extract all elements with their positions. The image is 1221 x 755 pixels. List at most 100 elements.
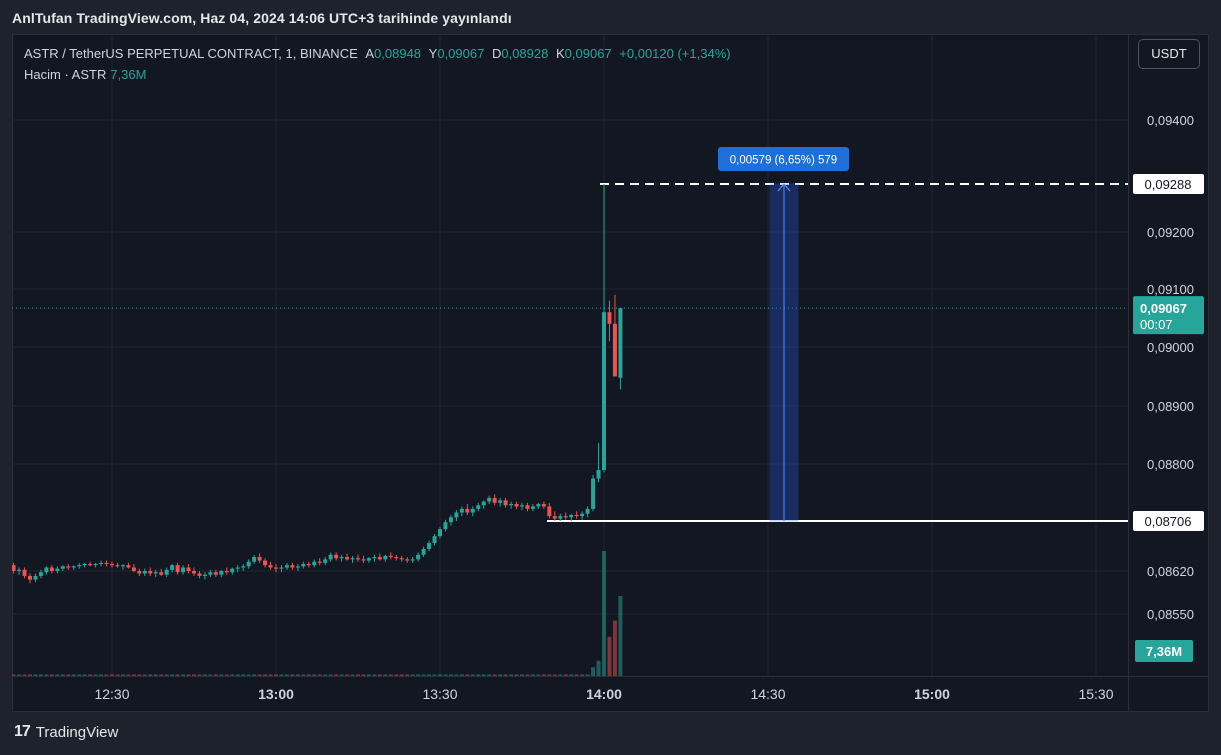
volume-bar xyxy=(377,674,382,676)
volume-bar xyxy=(301,674,306,676)
volume-bar xyxy=(306,674,311,676)
volume-bar xyxy=(334,674,339,676)
volume-bar xyxy=(268,674,273,676)
volume-bar xyxy=(421,674,426,676)
chart-frame[interactable] xyxy=(12,34,1209,712)
candle-body xyxy=(525,505,530,509)
volume-bar xyxy=(77,674,82,676)
volume-bar xyxy=(197,674,202,676)
candle-body xyxy=(509,504,514,506)
volume-bar xyxy=(126,674,131,676)
price-axis[interactable]: 0,09400 0,09288 0,09200 0,09100 0,09000 0,089… xyxy=(1133,113,1204,662)
candle-body xyxy=(197,573,202,576)
price-tick-label: 0,09400 xyxy=(1147,113,1194,128)
volume-bar xyxy=(33,674,38,676)
volume-bar xyxy=(153,674,158,676)
candle-body xyxy=(421,548,426,555)
volume-bar xyxy=(580,674,585,676)
candle-body xyxy=(585,508,590,514)
volume-bar xyxy=(366,674,371,676)
volume-bar xyxy=(612,620,617,676)
candle-body xyxy=(580,513,585,517)
candle-body xyxy=(33,575,38,580)
volume-bar xyxy=(574,674,579,676)
volume-bar xyxy=(137,674,142,676)
candle-body xyxy=(66,566,71,568)
volume-bar xyxy=(356,674,360,676)
candle-body xyxy=(186,567,191,571)
volume-bar xyxy=(312,674,317,676)
volume-bar xyxy=(443,674,448,676)
time-tick-label: 15:00 xyxy=(914,686,950,702)
candle-body xyxy=(361,559,366,561)
candle-body xyxy=(459,508,464,513)
volume-bar xyxy=(49,674,54,676)
candle-body xyxy=(60,566,65,569)
candle-body xyxy=(596,470,601,479)
candle-body xyxy=(159,572,164,575)
candle-body xyxy=(394,557,399,559)
candle-body xyxy=(377,557,382,560)
volume-bar xyxy=(213,674,218,676)
time-tick-label: 13:00 xyxy=(258,686,294,702)
close-value: 0,09067 xyxy=(564,46,612,61)
candle-body xyxy=(454,512,459,518)
candle-body xyxy=(44,567,49,573)
candle-body xyxy=(192,571,196,574)
volume-bar xyxy=(22,674,27,676)
time-tick-label: 14:30 xyxy=(750,686,785,702)
candle-body xyxy=(465,508,470,513)
candle-body xyxy=(213,572,218,575)
candle-body xyxy=(388,555,393,558)
candle-body xyxy=(170,565,175,570)
symbol-title[interactable]: ASTR / TetherUS PERPETUAL CONTRACT, 1, B… xyxy=(24,46,358,61)
candle-body xyxy=(49,567,54,571)
volume-bar xyxy=(17,674,22,676)
volume-legend[interactable]: Hacim · ASTR 7,36M xyxy=(24,67,146,82)
volume-bar xyxy=(470,674,475,676)
volume-bar xyxy=(263,674,268,676)
grid xyxy=(12,34,1209,712)
volume-bar xyxy=(563,674,568,676)
volume-bar xyxy=(317,674,322,676)
candle-body xyxy=(241,566,246,568)
volume-bar xyxy=(454,674,459,676)
price-range-measure[interactable]: 0,00579 (6,65%) 579 xyxy=(718,147,849,522)
candle-body xyxy=(77,565,82,567)
candle-body xyxy=(366,558,371,561)
volume-bar xyxy=(44,674,49,676)
candle-body xyxy=(28,575,32,580)
volume-bar xyxy=(148,674,153,676)
volume-bar xyxy=(235,674,240,676)
ohlc-legend[interactable]: ASTR / TetherUS PERPETUAL CONTRACT, 1, B… xyxy=(24,46,731,61)
currency-button[interactable]: USDT xyxy=(1138,39,1200,69)
volume-bar xyxy=(208,674,213,676)
candle-body xyxy=(82,564,87,566)
volume-bar xyxy=(186,674,191,676)
chart-canvas[interactable]: 0,00579 (6,65%) 579 0,09400 0,09288 0,0920… xyxy=(12,34,1209,712)
time-tick-label: 14:00 xyxy=(586,686,622,702)
volume-bar xyxy=(618,596,623,676)
footer-brand[interactable]: 17 TradingView xyxy=(14,723,118,741)
volume-bar xyxy=(290,674,295,676)
horizontal-lines[interactable] xyxy=(12,183,1128,522)
volume-bar xyxy=(536,674,541,676)
volume-bar xyxy=(492,674,497,676)
candle-body xyxy=(110,564,114,566)
volume-bar xyxy=(427,674,432,676)
candle-body xyxy=(306,564,311,566)
volume-bar xyxy=(503,674,508,676)
candle-body xyxy=(334,554,339,559)
volume-label: Hacim · ASTR xyxy=(24,67,107,82)
candle-body xyxy=(12,565,16,571)
volume-bar xyxy=(394,674,399,676)
volume-bar xyxy=(110,674,114,676)
candle-body xyxy=(547,506,552,517)
candle-body xyxy=(274,567,278,569)
volume-bar xyxy=(602,551,606,676)
candles[interactable] xyxy=(12,184,623,584)
volume-bar xyxy=(383,674,388,676)
volume-bar xyxy=(541,674,546,676)
time-axis[interactable]: 12:30 13:00 13:30 14:00 14:30 15:00 15:30 xyxy=(94,686,1113,702)
volume-bar xyxy=(547,674,552,676)
